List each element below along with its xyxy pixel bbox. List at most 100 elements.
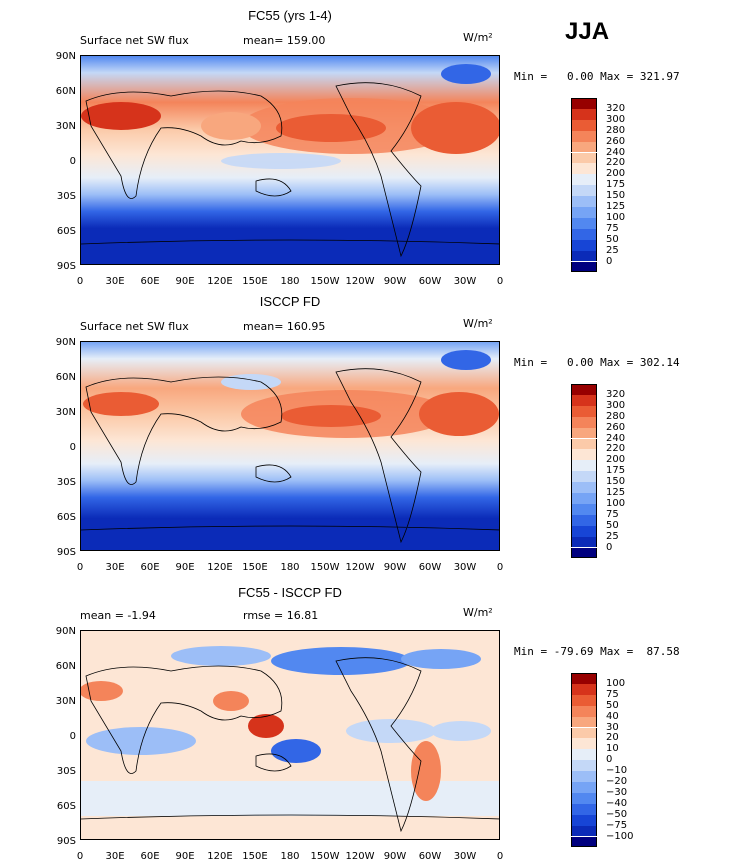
legend-color-box — [571, 760, 597, 772]
legend-color-box — [571, 705, 597, 717]
legend-color-box — [571, 803, 597, 815]
legend-color-box — [571, 749, 597, 761]
panel1-min-max: Min = 0.00 Max = 321.97 — [514, 70, 680, 83]
panel1-ytick: 0 — [69, 156, 76, 167]
panel3-map — [80, 630, 500, 840]
panel1-ytick: 90N — [55, 51, 76, 62]
legend-color-box — [571, 771, 597, 782]
legend-level-label: 200 — [606, 168, 626, 180]
panel3-xtick: 90W — [383, 851, 407, 862]
legend-color-box — [571, 738, 597, 750]
legend-level-label: 100 — [606, 497, 626, 509]
panel2-units: W/m² — [463, 317, 493, 330]
panel3-units: W/m² — [463, 606, 493, 619]
panel1-mean-label: mean= 159.00 — [243, 34, 326, 47]
legend-color-box — [571, 673, 597, 684]
panel1-xtick: 60W — [418, 276, 442, 287]
legend-color-box — [571, 792, 597, 804]
legend-color-box — [571, 141, 597, 153]
panel3-mean-label: mean = -1.94 — [80, 609, 156, 622]
legend-color-box — [571, 438, 597, 450]
panel1-ytick: 60S — [56, 226, 76, 237]
panel2-coastlines — [81, 368, 499, 544]
panel2-ytick: 90S — [56, 547, 76, 558]
panel2-xtick: 0 — [496, 562, 504, 573]
legend-color-box — [571, 427, 597, 439]
legend-level-label: 30 — [606, 721, 619, 733]
panel2-title: ISCCP FD — [259, 294, 321, 309]
panel3-title: FC55 - ISCCP FD — [238, 585, 342, 600]
panel1-xtick: 120E — [207, 276, 233, 287]
panel1-xtick: 30E — [105, 276, 125, 287]
panel2-ytick: 60N — [55, 372, 76, 383]
panel2-xtick: 120W — [345, 562, 375, 573]
panel1-legend-bar — [571, 98, 597, 273]
legend-level-label: 20 — [606, 732, 619, 744]
panel2-xtick: 0 — [76, 562, 84, 573]
panel3-xtick: 150E — [242, 851, 268, 862]
legend-color-box — [571, 196, 597, 207]
legend-level-label: 320 — [606, 388, 626, 400]
legend-color-box — [571, 185, 597, 197]
legend-level-label: 0 — [606, 541, 613, 553]
legend-level-label: 175 — [606, 465, 626, 477]
legend-level-label: 25 — [606, 530, 619, 542]
legend-color-box — [571, 694, 597, 706]
legend-level-label: 25 — [606, 244, 619, 256]
panel1-ytick: 60N — [55, 86, 76, 97]
panel2-xtick: 150W — [310, 562, 340, 573]
legend-level-label: 280 — [606, 410, 626, 422]
legend-level-label: 40 — [606, 710, 619, 722]
panel3-xtick: 60W — [418, 851, 442, 862]
panel2-xtick: 60E — [140, 562, 160, 573]
legend-level-label: 75 — [606, 222, 619, 234]
legend-level-label: −40 — [606, 797, 628, 809]
panel3-xtick: 120E — [207, 851, 233, 862]
legend-color-box — [571, 460, 597, 472]
legend-level-label: 50 — [606, 699, 619, 711]
legend-color-box — [571, 493, 597, 504]
panel3-xtick: 0 — [76, 851, 84, 862]
legend-level-label: 75 — [606, 508, 619, 520]
season-label: JJA — [565, 18, 610, 45]
panel1-xtick: 60E — [140, 276, 160, 287]
panel3-xtick: 90E — [175, 851, 195, 862]
panel1-xtick: 0 — [76, 276, 84, 287]
panel1-xtick: 0 — [496, 276, 504, 287]
panel2-xtick: 120E — [207, 562, 233, 573]
panel1-xtick: 150W — [310, 276, 340, 287]
panel2-map — [80, 341, 500, 551]
legend-color-box — [571, 782, 597, 793]
legend-level-label: 260 — [606, 135, 626, 147]
legend-color-box — [571, 108, 597, 120]
legend-level-label: 280 — [606, 124, 626, 136]
panel1-xtick: 150E — [242, 276, 268, 287]
panel1-xtick: 180 — [280, 276, 300, 287]
panel2-xtick: 30W — [453, 562, 477, 573]
legend-level-label: 0 — [606, 255, 613, 267]
legend-color-box — [571, 261, 597, 273]
legend-level-label: −100 — [606, 830, 634, 842]
panel3-ytick: 90N — [55, 626, 76, 637]
panel1-xtick: 120W — [345, 276, 375, 287]
panel1-xtick: 90W — [383, 276, 407, 287]
legend-level-label: 0 — [606, 754, 613, 766]
legend-level-label: 10 — [606, 743, 619, 755]
legend-level-label: 320 — [606, 102, 626, 114]
legend-level-label: 100 — [606, 677, 626, 689]
legend-level-label: −50 — [606, 808, 628, 820]
legend-color-box — [571, 514, 597, 526]
legend-color-box — [571, 525, 597, 537]
panel3-legend-bar — [571, 673, 597, 848]
legend-level-label: 260 — [606, 421, 626, 433]
legend-level-label: 125 — [606, 487, 626, 498]
legend-level-label: 240 — [606, 146, 626, 158]
legend-color-box — [571, 405, 597, 417]
legend-color-box — [571, 482, 597, 493]
panel3-xtick: 60E — [140, 851, 160, 862]
panel3-ytick: 90S — [56, 836, 76, 847]
panel1-ytick: 30N — [55, 121, 76, 132]
panel2-ytick: 30N — [55, 407, 76, 418]
panel1-ytick: 90S — [56, 261, 76, 272]
panel1-field-label: Surface net SW flux — [80, 34, 189, 47]
